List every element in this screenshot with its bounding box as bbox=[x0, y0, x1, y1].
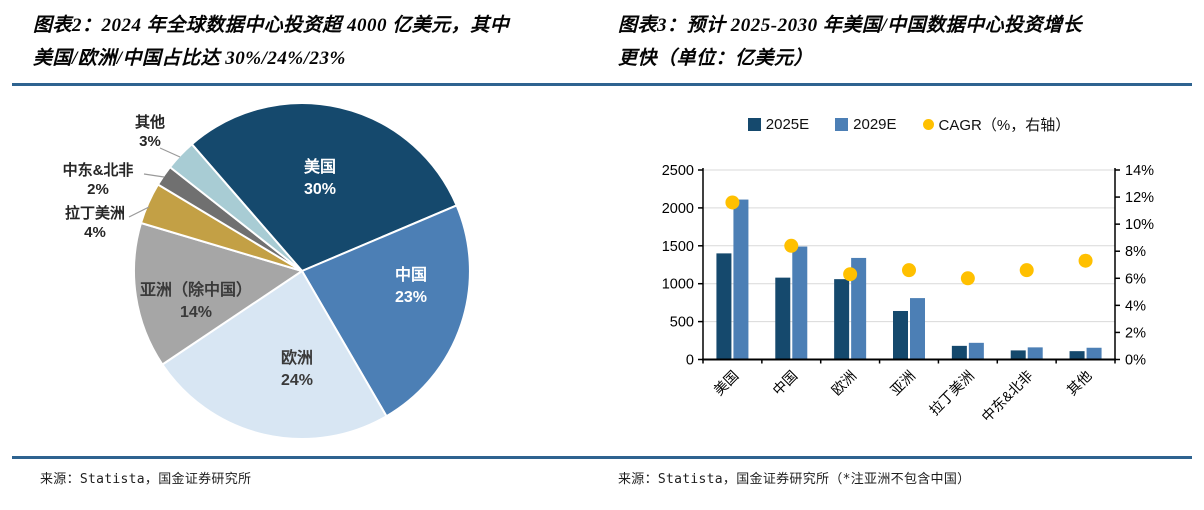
pie-inside-label-name-3: 亚洲（除中国） bbox=[140, 280, 252, 299]
figure3-title: 图表3：预计 2025-2030 年美国/中国数据中心投资增长 更快（单位：亿美… bbox=[618, 9, 1193, 75]
bar-2025e-4 bbox=[951, 345, 967, 360]
legend-label-2029e: 2029E bbox=[853, 116, 897, 133]
bar-2025e-5 bbox=[1010, 350, 1026, 360]
x-category-label-6: 其他 bbox=[1064, 367, 1095, 398]
y-left-tick-label: 2500 bbox=[662, 163, 694, 179]
cagr-dot-3 bbox=[902, 263, 916, 278]
pie-leader-line-5 bbox=[143, 173, 165, 178]
footer-divider-rule bbox=[12, 456, 1192, 459]
pie-slice-6 bbox=[169, 143, 303, 272]
y-left-tick-label: 1000 bbox=[662, 277, 694, 293]
figure2-title: 图表2：2024 年全球数据中心投资超 4000 亿美元，其中 美国/欧洲/中国… bbox=[33, 9, 585, 75]
y-left-tick-label: 1500 bbox=[662, 239, 694, 255]
bar-2029e-0 bbox=[733, 199, 749, 360]
pie-leader-line-6 bbox=[159, 147, 181, 158]
pie-outside-label-value-6: 3% bbox=[139, 133, 161, 150]
x-category-label-1: 中国 bbox=[769, 367, 800, 398]
cagr-dot-4 bbox=[960, 271, 975, 286]
bar-2025e-1 bbox=[775, 277, 791, 360]
y-right-tick-label: 6% bbox=[1125, 271, 1146, 287]
pie-inside-label-name-0: 美国 bbox=[304, 157, 336, 176]
pie-inside-label-value-3: 14% bbox=[180, 304, 212, 321]
pie-outside-label-value-4: 4% bbox=[84, 224, 106, 241]
pie-chart: 美国 30% 中国 23% 欧洲 24% 亚洲（除中国） 14% 拉丁美洲 4% 中东&北非 2% 其他… bbox=[63, 102, 471, 440]
figure3-title-line1: 图表3：预计 2025-2030 年美国/中国数据中心投资增长 bbox=[618, 15, 1083, 36]
cagr-dot-2 bbox=[843, 267, 858, 282]
cagr-dot-0 bbox=[725, 195, 740, 210]
y-right-tick-label: 2% bbox=[1125, 325, 1146, 341]
x-category-label-2: 欧洲 bbox=[828, 367, 859, 398]
y-right-tick-label: 12% bbox=[1125, 190, 1154, 206]
pie-outside-label-name-5: 中东&北非 bbox=[63, 161, 134, 179]
bar-2025e-6 bbox=[1069, 351, 1085, 360]
pie-slice-2 bbox=[161, 270, 388, 440]
legend-marker-cagr bbox=[922, 119, 934, 130]
bar-2025e-0 bbox=[716, 253, 732, 360]
y-right-tick-label: 0% bbox=[1125, 353, 1146, 369]
pie-leader-line-4 bbox=[128, 206, 150, 218]
pie-inside-label-value-1: 23% bbox=[395, 289, 427, 306]
pie-inside-label-name-1: 中国 bbox=[395, 265, 427, 284]
bar-2029e-4 bbox=[968, 342, 984, 360]
y-left-tick-label: 500 bbox=[670, 315, 694, 331]
cagr-dot-5 bbox=[1019, 263, 1034, 278]
pie-outside-label-name-4: 拉丁美洲 bbox=[65, 204, 125, 222]
cagr-dot-6 bbox=[1078, 253, 1093, 268]
legend-item-2029e: 2029E bbox=[835, 116, 897, 133]
x-category-label-5: 中东&北非 bbox=[978, 367, 1036, 425]
y-right-tick-label: 8% bbox=[1125, 244, 1146, 260]
y-right-tick-label: 14% bbox=[1125, 163, 1154, 179]
header-divider-rule bbox=[12, 83, 1192, 86]
x-category-label-0: 美国 bbox=[710, 367, 741, 398]
x-category-label-3: 亚洲 bbox=[887, 367, 918, 398]
legend-marker-2029e bbox=[835, 118, 849, 131]
figure2-title-line2: 美国/欧洲/中国占比达 30%/24%/23% bbox=[33, 48, 346, 69]
y-right-tick-label: 10% bbox=[1125, 217, 1154, 233]
legend-marker-2025e bbox=[747, 118, 761, 131]
pie-slice-0 bbox=[190, 102, 458, 272]
figure3-source: 来源：Statista，国金证券研究所（*注亚洲不包含中国） bbox=[618, 472, 971, 487]
bar-2029e-1 bbox=[792, 246, 808, 360]
legend-item-cagr: CAGR（%，右轴） bbox=[922, 114, 1071, 135]
figure2-source: 来源：Statista，国金证券研究所 bbox=[40, 472, 252, 487]
pie-outside-label-name-6: 其他 bbox=[135, 113, 165, 131]
y-left-tick-label: 0 bbox=[686, 353, 694, 369]
bar-2029e-2 bbox=[851, 257, 867, 360]
bar-2029e-3 bbox=[910, 298, 925, 360]
x-category-label-4: 拉丁美洲 bbox=[926, 367, 977, 418]
cagr-dot-1 bbox=[784, 238, 799, 253]
pie-outside-label-value-5: 2% bbox=[87, 181, 109, 198]
pie-inside-label-name-2: 欧洲 bbox=[281, 348, 313, 367]
pie-inside-label-value-0: 30% bbox=[304, 181, 336, 198]
pie-slice-3 bbox=[133, 222, 303, 366]
bar-2029e-5 bbox=[1027, 347, 1043, 360]
bar-2029e-6 bbox=[1086, 347, 1102, 360]
bar-chart-legend: 2025E 2029E CAGR（%，右轴） bbox=[703, 114, 1115, 135]
legend-item-2025e: 2025E bbox=[747, 116, 810, 133]
y-left-tick-label: 2000 bbox=[662, 201, 694, 217]
bar-cagr-combo-chart: 0 500 1000 1500 2000 2500 0% 2% 4% 6% 8% 10% 12% 14% 美… bbox=[662, 163, 1154, 425]
legend-label-cagr: CAGR（%，右轴） bbox=[938, 117, 1071, 134]
figure3-title-line2: 更快（单位：亿美元） bbox=[618, 48, 814, 69]
pie-inside-label-value-2: 24% bbox=[281, 372, 313, 389]
pie-slice-1 bbox=[301, 204, 471, 418]
legend-label-2025e: 2025E bbox=[765, 116, 810, 133]
y-right-tick-label: 4% bbox=[1125, 298, 1146, 314]
figure2-title-line1: 图表2：2024 年全球数据中心投资超 4000 亿美元，其中 bbox=[33, 15, 510, 36]
bar-2025e-2 bbox=[834, 279, 850, 360]
bar-2025e-3 bbox=[893, 310, 908, 360]
